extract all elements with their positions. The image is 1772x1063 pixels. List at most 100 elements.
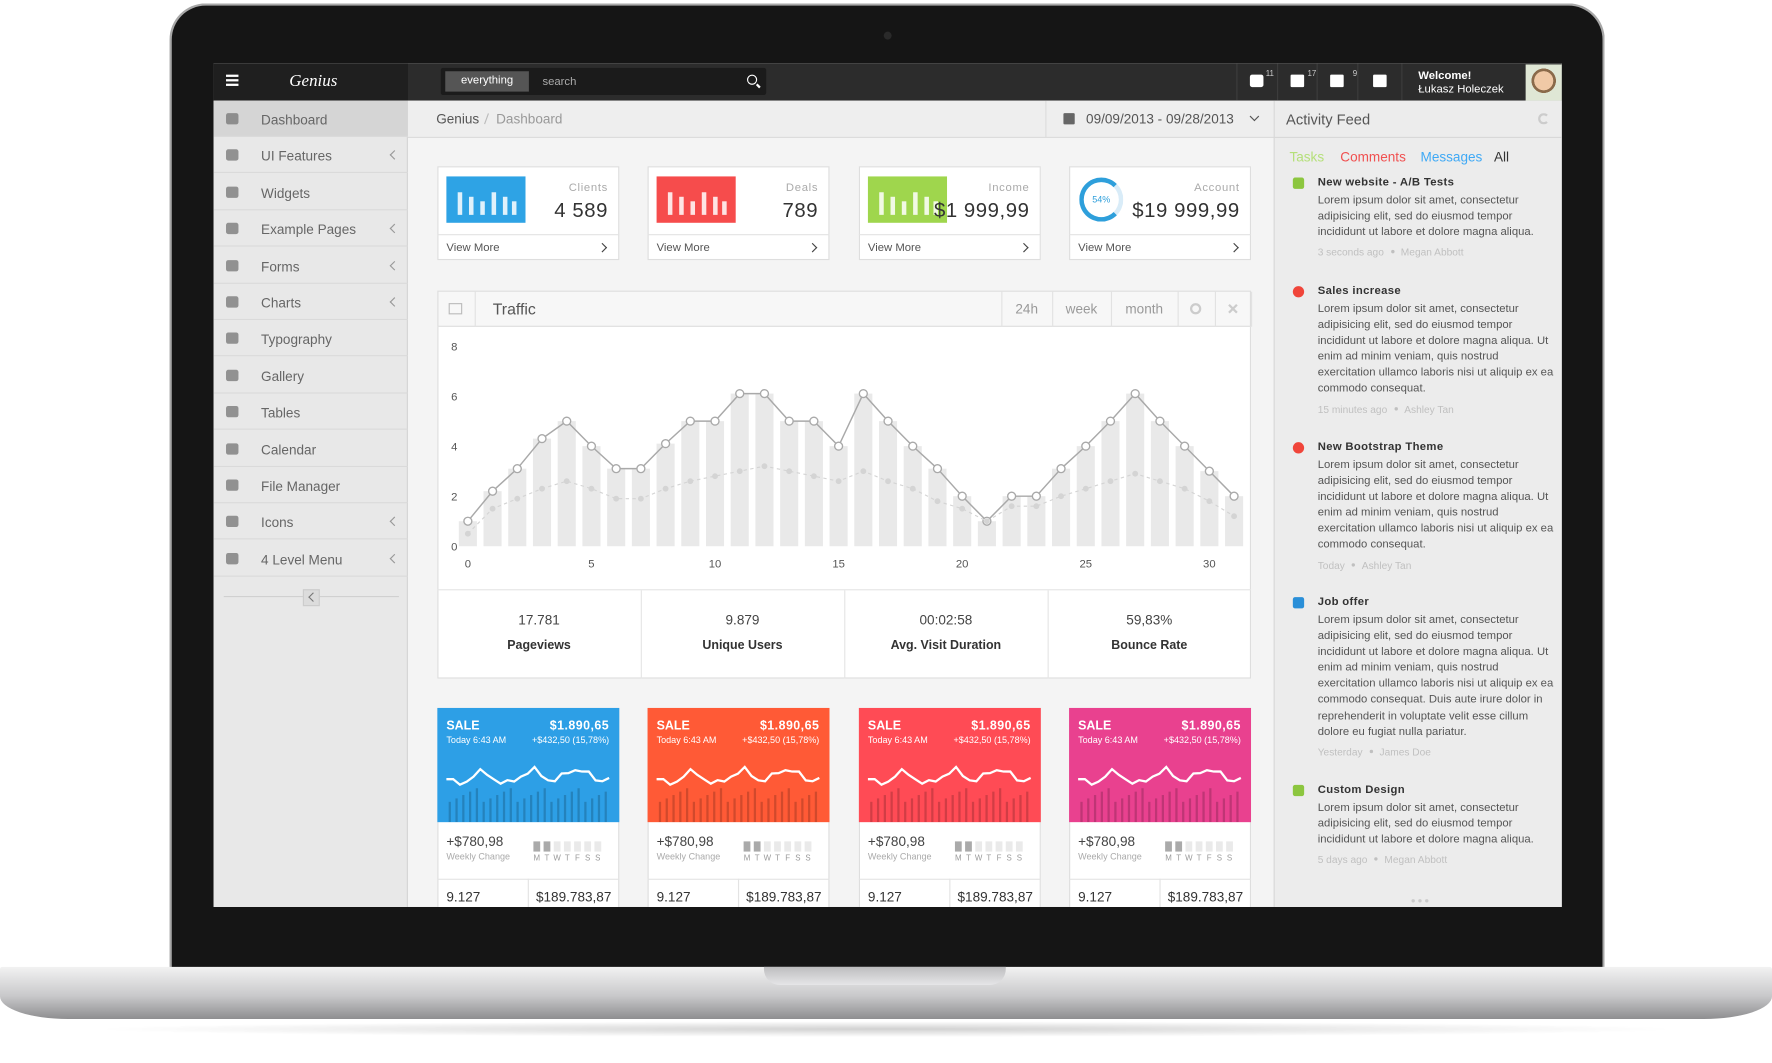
search-input[interactable]: search — [542, 75, 577, 88]
stat-link[interactable]: View More — [656, 241, 710, 254]
sparkline-bar — [1168, 791, 1171, 823]
sidebar-item[interactable] — [213, 430, 408, 467]
day-label: S — [1006, 854, 1012, 863]
sparkline-bar — [890, 791, 893, 823]
sidebar-item[interactable] — [213, 394, 408, 430]
header-icon[interactable] — [1290, 74, 1305, 88]
sale-card-top — [1069, 707, 1252, 823]
refresh-icon[interactable] — [1538, 113, 1550, 125]
sidebar-label[interactable]: Example Pages — [261, 221, 357, 238]
sidebar-label[interactable]: Charts — [261, 295, 301, 311]
activity-tab[interactable]: Messages — [1420, 149, 1483, 166]
progress-ring — [1079, 177, 1124, 222]
stat-divider — [437, 234, 620, 236]
stat-link[interactable]: View More — [1078, 241, 1132, 254]
activity-tab[interactable]: Tasks — [1289, 149, 1325, 166]
sidebar-item[interactable] — [213, 504, 408, 540]
sparkline-bar — [870, 801, 873, 823]
feed-author: Ashley Tan — [1361, 559, 1412, 571]
sidebar-label[interactable]: Dashboard — [261, 111, 328, 128]
sidebar-label[interactable]: Icons — [261, 515, 294, 531]
traffic-tab[interactable]: week — [1065, 300, 1098, 317]
sidebar-label[interactable]: Calendar — [261, 441, 317, 458]
sidebar-icon — [226, 259, 239, 271]
stat-divider — [1069, 234, 1252, 236]
user-name: Łukasz Holeczek — [1418, 83, 1504, 96]
feed-body: Lorem ipsum dolor sit amet, consectetur … — [1317, 459, 1554, 552]
sparkline-bar — [1202, 791, 1205, 823]
breadcrumb-item[interactable]: Genius — [436, 110, 480, 127]
day-label: S — [595, 854, 601, 863]
sidebar-label[interactable]: UI Features — [261, 148, 332, 165]
stat-icon-decor — [913, 192, 918, 215]
sale-change: +$432,50 (15,78%) — [953, 735, 1031, 746]
sidebar-item[interactable] — [213, 467, 408, 504]
stat-icon-decor — [679, 196, 684, 215]
sale-card-divider — [1159, 878, 1161, 907]
stat-link[interactable]: View More — [867, 241, 922, 254]
header-icon[interactable] — [1330, 74, 1344, 88]
traffic-tab[interactable]: 24h — [1015, 300, 1039, 317]
date-range[interactable]: 09/09/2013 - 09/28/2013 — [1086, 110, 1234, 127]
stat-link[interactable]: View More — [446, 241, 500, 254]
sidebar-item[interactable] — [213, 284, 408, 321]
sidebar-item[interactable] — [213, 100, 408, 137]
sidebar-label[interactable]: File Manager — [261, 478, 341, 495]
feed-author: Megan Abbott — [1384, 854, 1448, 866]
sidebar — [213, 100, 408, 907]
sidebar-item[interactable] — [213, 174, 408, 211]
sparkline-bar — [1182, 801, 1185, 823]
sparkline-bar — [536, 791, 540, 823]
sidebar-label[interactable]: Gallery — [261, 368, 305, 385]
sidebar-item[interactable] — [213, 320, 408, 357]
sparkline-bar — [1121, 798, 1124, 823]
sparkline-bar — [774, 795, 777, 823]
sidebar-label[interactable]: Typography — [261, 331, 332, 348]
activity-tab[interactable]: Comments — [1340, 149, 1406, 166]
sparkline-bar — [883, 795, 886, 823]
sparkline-bar — [1175, 788, 1178, 823]
user-avatar[interactable] — [1525, 64, 1562, 101]
sidebar-label[interactable]: Widgets — [261, 185, 311, 202]
header-icon[interactable] — [1249, 74, 1264, 88]
sale-card-divider — [949, 878, 951, 907]
sparkline-bar — [985, 795, 988, 823]
sidebar-collapse[interactable] — [302, 589, 320, 607]
sale-amount: $1.890,65 — [759, 718, 820, 733]
traffic-tab[interactable]: month — [1125, 300, 1164, 317]
feed-title: New website - A/B Tests — [1317, 176, 1455, 189]
settings-icon[interactable] — [1189, 303, 1202, 315]
sparkline-bar — [746, 791, 750, 823]
sidebar-label[interactable]: Forms — [261, 258, 300, 275]
sidebar-label[interactable]: Tables — [261, 405, 301, 421]
sale-card-divider — [527, 878, 529, 907]
mini-bar — [975, 841, 983, 852]
sparkline-bar — [876, 798, 880, 823]
sidebar-item[interactable] — [213, 247, 408, 284]
day-label: F — [996, 854, 1002, 863]
sidebar-item[interactable] — [213, 540, 408, 577]
sidebar-item[interactable] — [213, 357, 408, 394]
stat-icon-decor — [511, 201, 517, 215]
sidebar-item[interactable] — [213, 137, 408, 174]
header-icon[interactable] — [1373, 74, 1387, 88]
stat-icon-decor — [701, 192, 707, 215]
sparkline-bar — [679, 791, 682, 823]
stat-icon-decor — [901, 201, 907, 215]
top-bar — [213, 63, 1562, 101]
feed-body: Lorem ipsum dolor sit amet, consectetur … — [1317, 303, 1554, 396]
traffic-tab-divider — [1001, 291, 1003, 327]
day-label: S — [585, 854, 591, 863]
sparkline-bar — [1019, 795, 1022, 823]
day-label: T — [775, 854, 780, 863]
day-label: S — [1216, 854, 1223, 863]
stat-summary-value: 17.781 — [518, 611, 560, 628]
sparkline-bar — [897, 788, 900, 823]
activity-tab[interactable]: All — [1493, 149, 1510, 166]
search-scope[interactable]: everything — [445, 71, 529, 92]
stat-label: Account — [1194, 181, 1240, 194]
breadcrumb-item: Dashboard — [496, 110, 563, 127]
sidebar-item[interactable] — [213, 211, 408, 247]
sidebar-label[interactable]: 4 Level Menu — [261, 551, 343, 568]
sparkline-bar — [563, 795, 567, 823]
